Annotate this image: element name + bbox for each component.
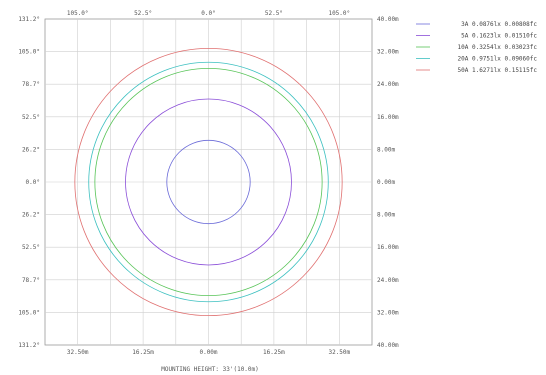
right-tick-label: 32.00m [377,309,399,316]
top-tick-label: 0.0° [201,10,215,17]
right-tick-label: 16.00m [377,244,399,251]
bottom-tick-label: 16.25m [263,349,285,356]
bottom-tick-label: 32.50m [328,349,350,356]
top-tick-label: 105.0° [328,10,350,17]
tick-labels: 131.2° 105.0° 78.7° 52.5° 26.2° 0.0° 26.2° 52.5… [18,10,399,356]
iso-circle [94,67,323,297]
left-tick-label: 26.2° [22,146,40,153]
right-tick-label: 40.00m [377,342,399,349]
left-tick-label: 105.0° [18,49,40,56]
iso-circle [88,61,329,303]
right-tick-label: 40.00m [377,16,399,23]
right-tick-label: 24.00m [377,81,399,88]
iso-circles [74,47,343,317]
left-tick-label: 52.5° [22,114,40,121]
legend-entry: 5A 0.1623lx 0.01510fc [461,33,537,40]
iso-circle [74,47,343,317]
left-tick-label: 26.2° [22,212,40,219]
bottom-tick-label: 0.00m [199,349,217,356]
left-tick-label: 52.5° [22,244,40,251]
right-tick-label: 32.00m [377,49,399,56]
right-tick-label: 8.00m [377,146,395,153]
iso-circle [166,139,251,225]
left-tick-label: 105.0° [18,309,40,316]
left-tick-label: 78.7° [22,277,40,284]
left-tick-label: 131.2° [18,342,40,349]
top-tick-label: 52.5° [265,10,283,17]
legend-entry: 10A 0.3254lx 0.03023fc [458,44,538,51]
legend: 3A 0.0876lx 0.00808fc 5A 0.1623lx 0.01510… [416,21,537,74]
top-tick-label: 52.5° [134,10,152,17]
legend-entry: 3A 0.0876lx 0.00808fc [461,21,537,28]
left-tick-label: 78.7° [22,81,40,88]
left-tick-label: 131.2° [18,16,40,23]
bottom-tick-label: 16.25m [132,349,154,356]
right-tick-label: 24.00m [377,277,399,284]
chart-grid [44,18,373,346]
right-tick-label: 0.00m [377,179,395,186]
legend-entry: 50A 1.6271lx 0.15115fc [458,67,538,74]
legend-entry: 20A 0.9751lx 0.09060fc [458,56,538,63]
left-tick-label: 0.0° [26,179,40,186]
top-tick-label: 105.0° [67,10,89,17]
right-tick-label: 8.00m [377,212,395,219]
x-axis-label: MOUNTING HEIGHT: 33'(10.0m) [161,366,259,373]
bottom-tick-label: 32.50m [67,349,89,356]
right-tick-label: 16.00m [377,114,399,121]
iso-circle [125,98,292,266]
